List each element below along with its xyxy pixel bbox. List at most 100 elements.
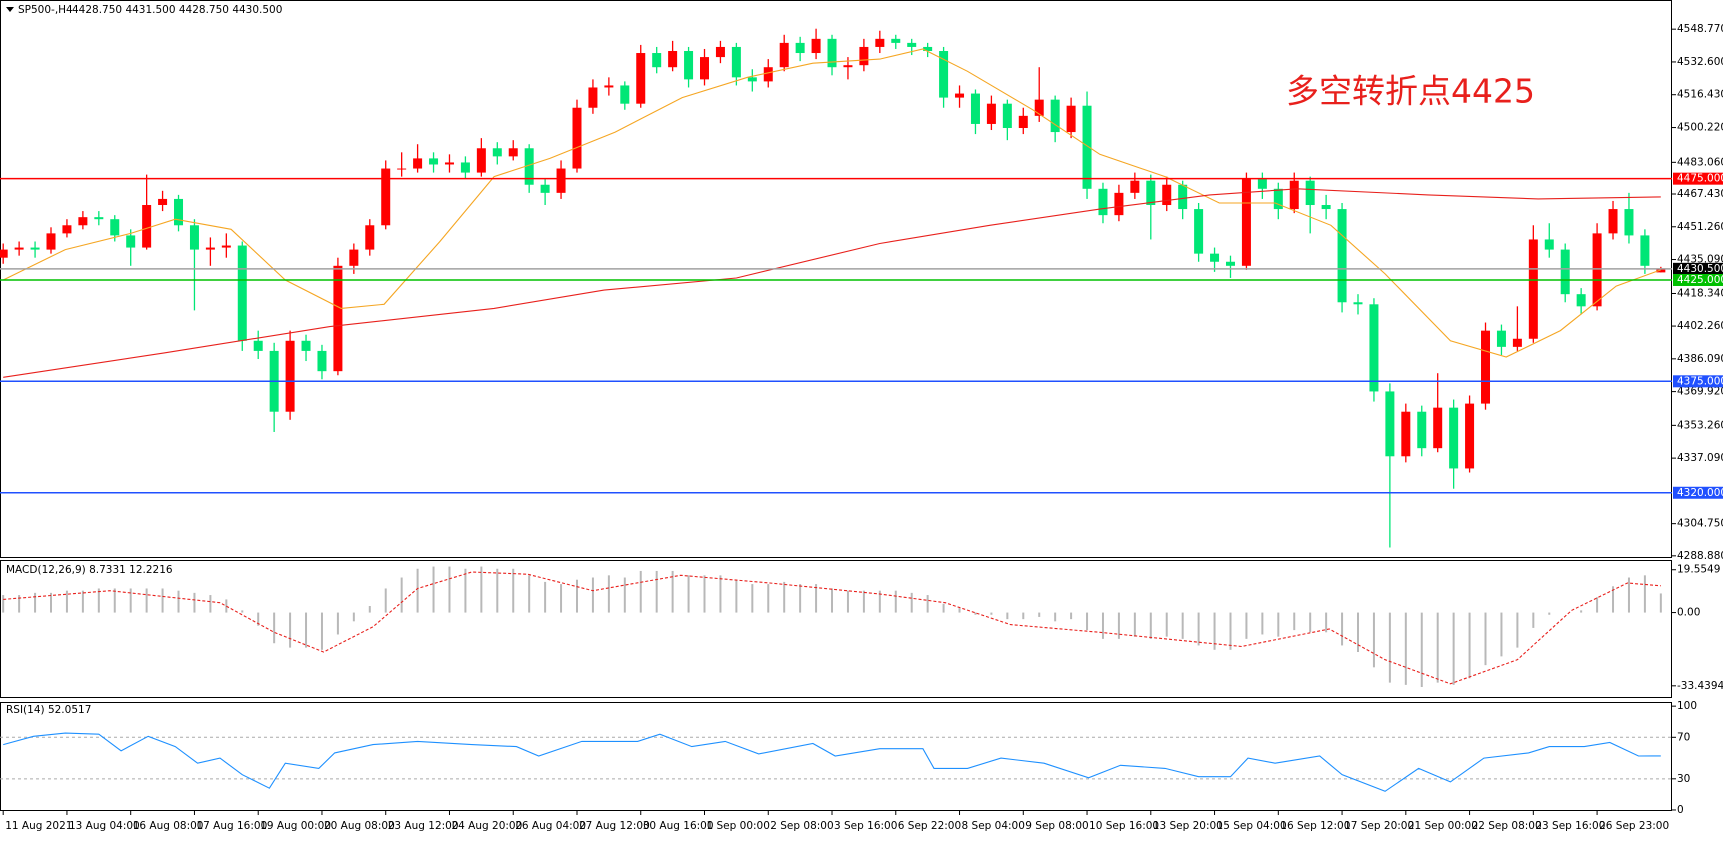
candle-body [1640,235,1650,266]
macd-signal [3,571,1661,685]
candle-body [30,247,40,250]
x-tick-label: 20 Aug 08:00 [324,820,395,832]
y-tick-label: 4532.600 [1677,56,1723,68]
y-tick-label: 4548.770 [1677,23,1723,35]
level-label: 4320.000 [1677,487,1723,499]
candle-body [1576,294,1586,307]
x-tick-label: 19 Aug 00:00 [260,820,331,832]
candle-body [349,249,359,266]
y-tick-label: -33.4394 [1677,680,1723,692]
chart-subtitle: 4428.750 4431.500 4428.750 4430.500 [72,4,282,16]
moving-average [3,188,1661,378]
candle-body [158,198,168,206]
candle-body [174,198,184,226]
x-tick-label: 26 Aug 04:00 [515,820,586,832]
candle-body [476,148,486,173]
candle-body [1465,403,1475,469]
candle-body [253,340,263,351]
candle-body [46,233,56,250]
candle-body [588,87,598,108]
candle-body [126,235,136,248]
menu-icon [6,7,14,12]
y-tick-label: 100 [1677,700,1697,712]
x-tick-label: 11 Aug 2021 [5,820,72,832]
y-tick-label: 70 [1677,731,1690,743]
candle-body [524,148,534,185]
candle-body [1369,304,1379,392]
x-tick-label: 23 Sep 16:00 [1535,820,1605,832]
candle-body [1592,233,1602,307]
candle-body [1449,407,1459,469]
candle-body [1433,407,1443,449]
candle-body [365,225,375,250]
level-label-box [1673,375,1723,388]
rsi-line [3,732,1661,792]
candle-body [333,265,343,372]
candle-body [78,217,88,226]
x-tick-label: 1 Sep 00:00 [707,820,770,832]
candle-body [1257,178,1267,189]
candle-body [795,42,805,54]
y-tick-label: 4288.880 [1677,550,1723,562]
candle-body [1512,338,1522,347]
candle-body [1624,209,1634,236]
candle-body [668,51,678,68]
rsi-panel [0,702,1672,811]
candle-body [1544,239,1554,250]
y-tick-label: 4337.090 [1677,452,1723,464]
candle-body [205,247,215,250]
candle-body [700,57,710,80]
x-tick-label: 6 Sep 22:00 [898,820,961,832]
candle-body [1114,192,1124,216]
candle-body [508,148,518,157]
macd-title: MACD(12,26,9) 8.7331 12.2216 [6,564,173,576]
y-tick-label: 4353.260 [1677,419,1723,431]
candle-body [652,53,662,68]
level-label-box [1673,273,1723,286]
candle-body [444,162,454,165]
candle-body [986,103,996,124]
candle-body [779,42,789,68]
candle-body [620,85,630,104]
x-tick-label: 21 Sep 00:00 [1408,820,1478,832]
candle-body [1528,239,1538,339]
candle-body [1130,180,1140,193]
candle-body [492,148,502,157]
y-tick-label: 30 [1677,773,1690,785]
candle-body [1018,115,1028,129]
rsi-title: RSI(14) 52.0517 [6,704,91,716]
x-tick-label: 22 Sep 08:00 [1472,820,1542,832]
candle-body [1385,391,1395,457]
candle-body [189,225,199,250]
x-tick-label: 15 Sep 04:00 [1217,820,1287,832]
y-tick-label: 0 [1677,804,1684,816]
level-label: 4475.000 [1677,173,1723,185]
candle-body [1050,99,1060,133]
candle-body [1496,330,1506,347]
candle-body [715,46,725,58]
level-label: 4375.000 [1677,375,1723,387]
candle-body [684,51,694,80]
candle-body [1002,103,1012,129]
x-tick-label: 17 Sep 20:00 [1344,820,1414,832]
candle-body [460,162,470,173]
candle-body [1178,184,1188,210]
x-tick-label: 8 Sep 04:00 [962,820,1025,832]
candle-body [1146,180,1156,206]
candle-body [1608,209,1618,234]
candle-body [110,219,120,236]
candle-body [62,225,72,234]
x-tick-label: 13 Aug 04:00 [69,820,140,832]
candle-body [0,249,8,258]
candle-body [285,340,295,412]
candle-body [1305,180,1315,206]
x-tick-label: 9 Sep 08:00 [1025,820,1088,832]
macd-panel [0,560,1672,698]
candle-body [1401,411,1411,457]
candle-body [1481,330,1491,404]
x-tick-label: 23 Aug 12:00 [388,820,459,832]
candle-body [1241,178,1251,266]
y-tick-label: 4402.260 [1677,320,1723,332]
y-tick-label: 4500.220 [1677,122,1723,134]
candle-body [763,67,773,82]
